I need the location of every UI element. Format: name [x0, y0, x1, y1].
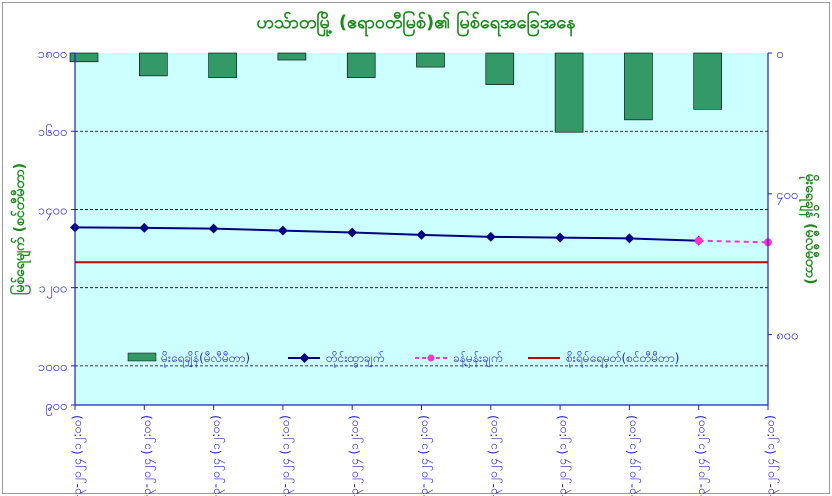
x-tick-label-group: ၂၀-၃-၂၀၂၄ (၁၂:၀၀)	[139, 415, 156, 496]
x-tick-label: ၂၃-၃-၂၀၂၄ (၁၂:၀၀)	[347, 415, 364, 496]
observed-point	[277, 225, 288, 236]
y-tick-label-right: ၈၀၀	[776, 329, 798, 344]
rainfall-bar	[416, 52, 445, 68]
y-tick-label-left: ၁၄၀၀	[38, 203, 67, 220]
rainfall-bar	[346, 52, 376, 78]
legend-swatch-bar	[127, 352, 157, 362]
x-tick-label: ၂၂-၃-၂၀၂၄ (၁၂:၀၀)	[278, 415, 295, 496]
x-tick-label: ၂၈-၃-၂၀၂၄ (၁၂:၀၀)	[694, 415, 711, 496]
y-tick-label-left: ၁၈၀၀	[38, 47, 67, 62]
observed-point	[208, 223, 219, 234]
rainfall-bar	[624, 52, 653, 121]
legend-label: တိုင်းထွာချက်	[326, 350, 384, 368]
x-tick-label-group: ၂၁-၃-၂၀၂၄ (၁၂:၀၀)	[209, 415, 226, 496]
x-tick-label-group: ၂၆-၃-၂၀၂၄ (၁၂:၀၀)	[554, 415, 572, 496]
x-tick-label-group: ၂၄-၃-၂၀၂၄ (၁၂:၀၀)	[417, 415, 434, 496]
rainfall-bar	[554, 52, 584, 133]
x-tick-label: ၂၅-၃-၂၀၂၄ (၁၂:၀၀)	[486, 415, 503, 496]
y-tick-label-right: ၀	[776, 47, 783, 62]
y-tick-label-left: ၉၀၀	[45, 399, 67, 416]
legend-label: စိုးရိမ်ရေမှတ်(စင်တီမီတာ)	[566, 350, 679, 368]
x-tick-label: ၂၀-၃-၂၀၂၄ (၁၂:၀၀)	[139, 415, 156, 496]
x-tick-label-group: ၂၂-၃-၂၀၂၄ (၁၂:၀၀)	[278, 415, 295, 496]
y-tick-label-right: ၄၀၀	[776, 188, 798, 205]
legend-label: မိုးရေချိန်(မီလီမီတာ)	[161, 350, 250, 368]
observed-point	[416, 229, 427, 240]
y-tick-label-left: ၁၂၀၀	[39, 282, 67, 299]
rainfall-bar	[485, 52, 515, 85]
legend-marker	[427, 354, 435, 362]
x-tick-label: ၂၁-၃-၂၀၂၄ (၁၂:၀၀)	[209, 415, 226, 496]
forecast-level-line	[698, 239, 769, 244]
x-tick-label: ၂၄-၃-၂၀၂၄ (၁၂:၀၀)	[417, 415, 434, 496]
x-tick-label-group: ၂၈-၃-၂၀၂၄ (၁၂:၀၀)	[694, 415, 711, 496]
rainfall-bar	[693, 52, 723, 110]
x-tick-label-group: ၂၃-၃-၂၀၂၄ (၁၂:၀၀)	[347, 415, 364, 496]
y-axis-right-label: မိုးရေချိန် (မီလီမီတာ)	[799, 174, 819, 285]
x-tick-label: ၁၉-၃-၂၀၂၄ (၁၂:၀၀)	[70, 415, 87, 496]
observed-level-line	[74, 226, 699, 242]
y-tick-label-left: ၁၀၀၀	[38, 360, 67, 375]
observed-point	[555, 232, 566, 243]
observed-point	[624, 233, 635, 244]
x-tick-label-group: ၂၅-၃-၂၀၂၄ (၁၂:၀၀)	[486, 415, 503, 496]
forecast-point	[694, 236, 703, 245]
x-tick-label-group: ၂၇-၃-၂၀၂၄ (၁၂:၀၀)	[624, 415, 641, 496]
observed-point	[347, 227, 358, 238]
x-tick-label-group: ၂၉-၃-၂၀၂၄ (၁၂:၀၀)	[763, 415, 780, 496]
x-tick-label: ၂၆-၃-၂၀၂၄ (၁၂:၀၀)	[554, 415, 572, 496]
legend-marker	[299, 353, 310, 363]
x-tick-label: ၂၇-၃-၂၀၂၄ (၁၂:၀၀)	[624, 415, 641, 496]
observed-point	[139, 222, 150, 233]
y-axis-left-label: မြစ်ရေမျက် (စင်တီမီတာ)	[10, 163, 31, 295]
x-tick-label-group: ၁၉-၃-၂၀၂၄ (၁၂:၀၀)	[70, 415, 87, 496]
legend-label: ခန့်မှန်းချက်	[453, 350, 502, 368]
chart-title: ဟသ်ာတမြို့ (ဧရာဝတီမြစ်)၏ မြစ်ရေအခြေအနေ	[256, 12, 576, 33]
x-tick-label: ၂၉-၃-၂၀၂၄ (၁၂:၀၀)	[763, 415, 780, 496]
rainfall-bar	[69, 52, 99, 63]
rainfall-bar	[139, 52, 168, 77]
observed-point	[485, 231, 496, 242]
y-tick-label-left: ၁၆၀၀	[38, 124, 67, 140]
rainfall-bar	[208, 52, 237, 78]
rainfall-bar	[277, 52, 307, 61]
